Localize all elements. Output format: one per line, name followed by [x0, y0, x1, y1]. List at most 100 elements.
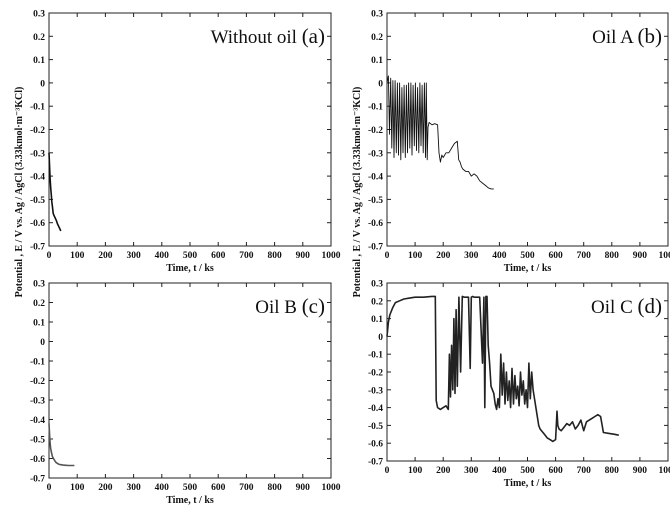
- x-tick-label: 0: [47, 251, 52, 261]
- y-tick-label: 0.2: [371, 33, 383, 43]
- x-tick-label: 200: [98, 483, 113, 493]
- y-tick-label: -0.1: [30, 358, 45, 368]
- x-tick-label: 800: [605, 251, 620, 261]
- x-tick-label: 100: [70, 483, 85, 493]
- x-tick-label: 800: [267, 251, 282, 261]
- y-axis-label-right: Potential , E / V vs. Ag / AgCl (3.33kmo…: [352, 87, 363, 298]
- chart-panel-c: 0.30.20.10-0.1-0.2-0.3-0.4-0.5-0.6-0.70 1…: [30, 280, 341, 506]
- x-tick-label: 900: [296, 251, 311, 261]
- x-tick-label: 500: [520, 251, 535, 261]
- y-tick-label: -0.7: [30, 243, 45, 253]
- y-tick-label: 0.3: [371, 10, 383, 20]
- x-axis-label: Time, t / ks: [504, 263, 552, 274]
- chart-panel-d: 0.30.20.10-0.1-0.2-0.3-0.4-0.5-0.6-0.70 1…: [368, 280, 670, 490]
- y-tick-label: 0.1: [371, 56, 383, 66]
- y-tick-label: 0.1: [371, 315, 383, 325]
- y-tick-label: -0.5: [30, 196, 45, 206]
- y-tick-label: -0.7: [368, 458, 383, 468]
- y-tick-label: -0.7: [368, 243, 383, 253]
- panel-label: Oil C: [591, 297, 637, 318]
- y-tick-label: -0.2: [368, 126, 383, 136]
- x-tick-label: 800: [605, 466, 620, 476]
- y-tick-label: -0.1: [368, 351, 383, 361]
- x-tick-label: 0: [385, 466, 390, 476]
- panel-annotation-c: Oil B (c): [255, 294, 325, 318]
- x-tick-label: 800: [267, 483, 282, 493]
- x-tick-label: 600: [548, 466, 563, 476]
- y-tick-label: -0.4: [30, 173, 45, 183]
- y-tick-label: -0.2: [30, 126, 45, 136]
- y-tick-label: 0.3: [33, 10, 45, 20]
- y-tick-label: 0: [40, 338, 45, 348]
- y-tick-label: -0.7: [30, 475, 45, 485]
- y-tick-label: -0.1: [30, 103, 45, 113]
- y-tick-label: -0.1: [368, 103, 383, 113]
- x-tick-label: 400: [155, 483, 170, 493]
- x-tick-label: 200: [98, 251, 113, 261]
- x-tick-label: 700: [577, 251, 592, 261]
- y-tick-label: 0.3: [33, 280, 45, 290]
- series-line-a-0: [48, 152, 62, 232]
- x-tick-label: 500: [183, 483, 198, 493]
- panel-annotation-d: Oil C (d): [591, 294, 662, 318]
- panel-annotation-a: Without oil (a): [211, 24, 325, 48]
- y-tick-label: -0.5: [368, 422, 383, 432]
- y-tick-label: 0.1: [33, 56, 45, 66]
- x-tick-label: 100: [70, 251, 85, 261]
- x-tick-label: 900: [296, 483, 311, 493]
- x-tick-label: 700: [239, 483, 254, 493]
- y-tick-label: 0.3: [371, 280, 383, 290]
- x-tick-label: 1000: [659, 251, 670, 261]
- y-tick-label: -0.6: [30, 219, 45, 229]
- chart-panel-a: 0.30.20.10-0.1-0.2-0.3-0.4-0.5-0.6-0.70 1…: [30, 10, 341, 275]
- panel-label: Without oil: [211, 27, 302, 48]
- x-tick-label: 100: [408, 466, 423, 476]
- x-tick-label: 400: [155, 251, 170, 261]
- x-tick-label: 400: [492, 251, 507, 261]
- x-tick-label: 400: [492, 466, 507, 476]
- y-tick-label: -0.2: [368, 369, 383, 379]
- x-tick-label: 100: [408, 251, 423, 261]
- y-tick-label: -0.3: [368, 149, 383, 159]
- panel-annotation-b: Oil A (b): [592, 24, 662, 48]
- x-tick-label: 1000: [322, 483, 341, 493]
- x-axis-label: Time, t / ks: [166, 495, 214, 506]
- x-tick-label: 300: [126, 251, 141, 261]
- panel-letter: (c): [302, 294, 325, 318]
- panel-letter: (b): [638, 24, 663, 48]
- y-tick-label: 0: [40, 79, 45, 89]
- y-tick-label: -0.6: [30, 455, 45, 465]
- y-tick-label: -0.2: [30, 377, 45, 387]
- x-tick-label: 500: [520, 466, 535, 476]
- x-axis-label: Time, t / ks: [504, 478, 552, 489]
- x-axis-label: Time, t / ks: [166, 263, 214, 274]
- x-tick-label: 300: [464, 251, 479, 261]
- series-line-d-0: [386, 295, 619, 443]
- x-tick-label: 1000: [659, 466, 670, 476]
- panel-label: Oil A: [592, 27, 637, 48]
- panel-letter: (d): [638, 294, 663, 318]
- x-tick-label: 700: [577, 466, 592, 476]
- y-tick-label: -0.5: [368, 196, 383, 206]
- y-tick-label: 0.2: [33, 299, 45, 309]
- x-tick-label: 900: [633, 251, 648, 261]
- x-tick-label: 500: [183, 251, 198, 261]
- y-tick-label: -0.3: [30, 149, 45, 159]
- y-tick-label: -0.5: [30, 436, 45, 446]
- x-tick-label: 600: [211, 251, 226, 261]
- x-tick-label: 200: [436, 251, 451, 261]
- x-tick-label: 300: [464, 466, 479, 476]
- y-tick-label: -0.3: [368, 386, 383, 396]
- y-axis-label-left: Potential , E / V vs. Ag / AgCl (3.33kmo…: [14, 87, 25, 298]
- chart-panel-b: 0.30.20.10-0.1-0.2-0.3-0.4-0.5-0.6-0.70 1…: [368, 10, 670, 275]
- series-line-c-0: [48, 423, 75, 467]
- y-tick-label: -0.6: [368, 440, 383, 450]
- panel-label: Oil B: [255, 297, 301, 318]
- y-tick-label: -0.4: [368, 173, 383, 183]
- panel-letter: (a): [302, 24, 325, 48]
- x-tick-label: 600: [211, 483, 226, 493]
- x-tick-label: 0: [47, 483, 52, 493]
- chart-panels: 0.30.20.10-0.1-0.2-0.3-0.4-0.5-0.6-0.70 1…: [30, 10, 670, 506]
- series-line-b-0: [386, 75, 494, 190]
